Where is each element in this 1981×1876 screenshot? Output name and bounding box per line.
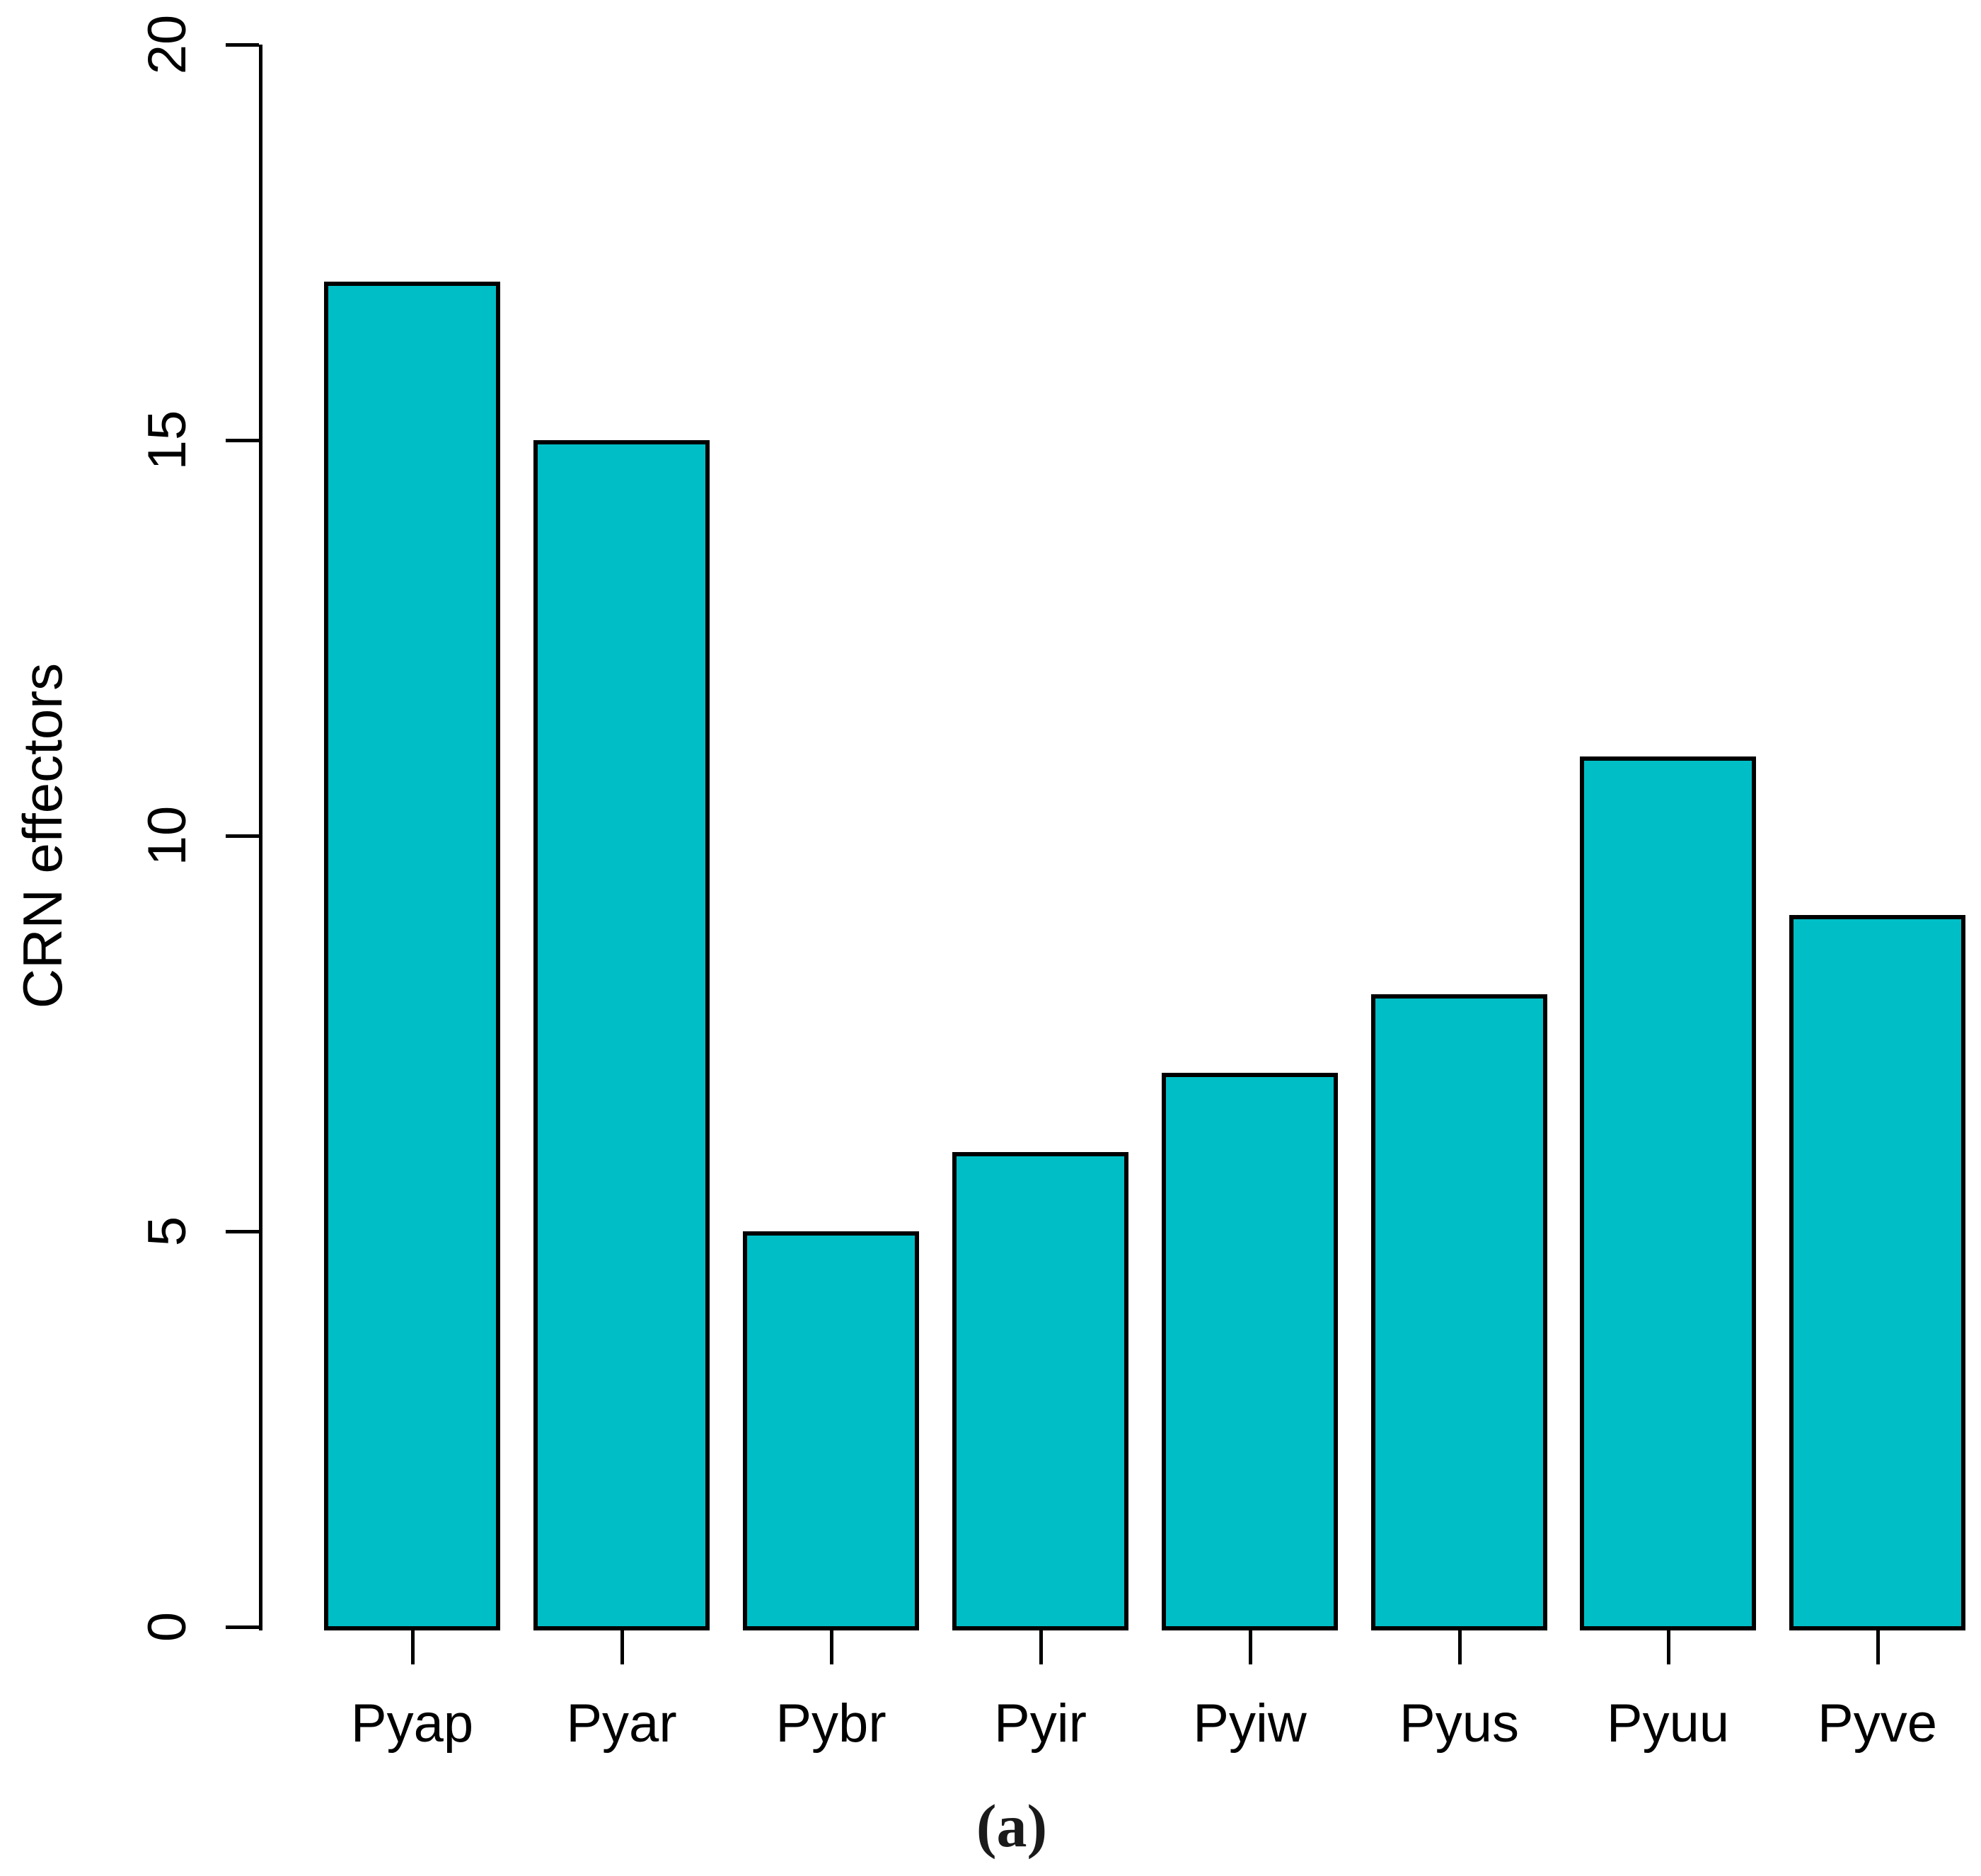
x-tick xyxy=(1248,1630,1252,1664)
figure-caption: (a) xyxy=(976,1792,1048,1860)
x-category-label: Pyus xyxy=(1399,1693,1519,1754)
bar xyxy=(952,1152,1128,1630)
y-tick-label: 10 xyxy=(137,805,197,866)
y-tick-label: 5 xyxy=(137,1216,197,1247)
x-tick xyxy=(620,1630,624,1664)
y-axis-title: CRN effectors xyxy=(11,662,74,1009)
bar xyxy=(1580,756,1756,1630)
bar xyxy=(743,1231,919,1630)
y-tick-label: 20 xyxy=(137,14,197,75)
bar xyxy=(1789,915,1965,1630)
y-tick xyxy=(226,1625,259,1629)
x-category-label: Pyve xyxy=(1818,1693,1937,1754)
x-category-label: Pyar xyxy=(566,1693,677,1754)
bar xyxy=(1162,1073,1338,1630)
x-category-label: Pyap xyxy=(350,1693,474,1754)
y-tick xyxy=(226,43,259,47)
x-category-label: Pyir xyxy=(994,1693,1087,1754)
bar xyxy=(324,282,500,1630)
x-category-label: Pyuu xyxy=(1606,1693,1730,1754)
y-tick xyxy=(226,834,259,838)
y-tick-label: 15 xyxy=(137,410,197,471)
x-category-label: Pyiw xyxy=(1193,1693,1307,1754)
x-tick xyxy=(1457,1630,1462,1664)
y-tick xyxy=(226,1230,259,1233)
x-tick xyxy=(1039,1630,1043,1664)
bar xyxy=(1371,994,1547,1630)
y-tick xyxy=(226,439,259,442)
x-tick xyxy=(410,1630,415,1664)
x-tick xyxy=(1876,1630,1880,1664)
bar xyxy=(533,440,710,1630)
y-axis-line xyxy=(259,45,262,1630)
x-tick xyxy=(1666,1630,1670,1664)
x-category-label: Pybr xyxy=(775,1693,886,1754)
x-tick xyxy=(829,1630,833,1664)
y-tick-label: 0 xyxy=(137,1611,197,1642)
